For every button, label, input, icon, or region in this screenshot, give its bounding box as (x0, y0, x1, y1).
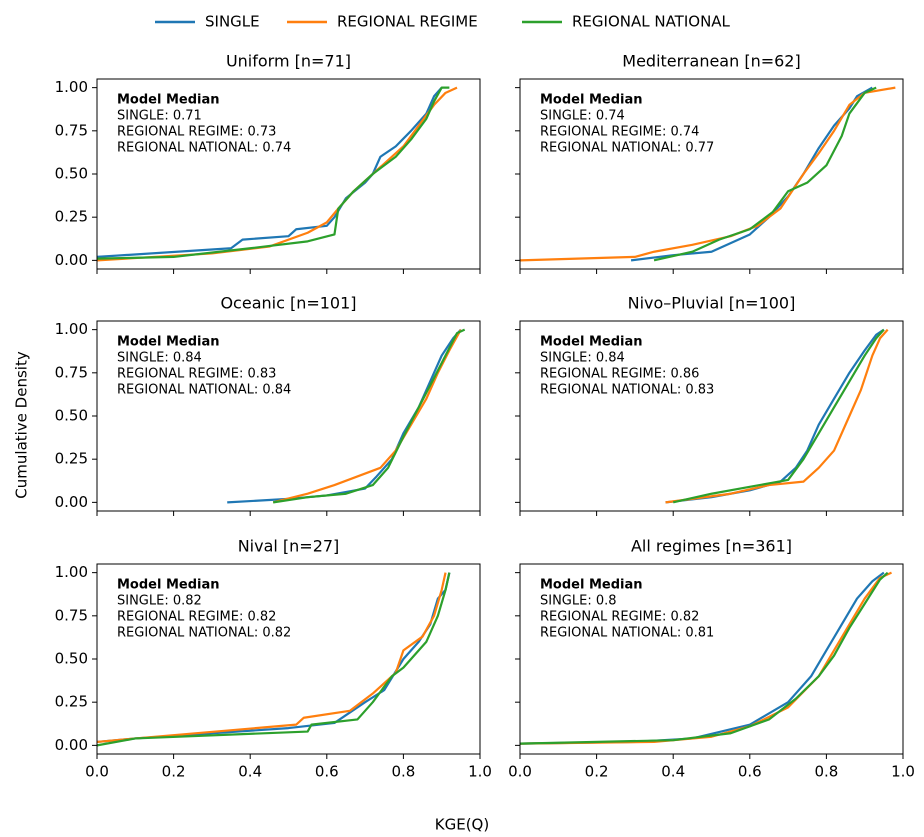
x-tick-label: 1.0 (468, 763, 492, 781)
y-tick-label: 0.25 (55, 693, 88, 711)
cdf-line (227, 328, 462, 504)
x-tick-label: 0.0 (85, 763, 109, 781)
x-tick-label: 0.4 (661, 763, 685, 781)
panel-title: All regimes [n=361] (631, 537, 792, 556)
cdf-line (96, 572, 447, 744)
annotation-line: REGIONAL REGIME: 0.74 (540, 125, 699, 140)
annotation-line: REGIONAL NATIONAL: 0.81 (540, 626, 714, 641)
y-tick-label: 0.00 (55, 736, 88, 754)
annotation-line: REGIONAL REGIME: 0.82 (540, 610, 699, 625)
cdf-line (672, 328, 885, 504)
annotation-title: Model Median (117, 93, 220, 108)
annotation-title: Model Median (540, 93, 643, 108)
annotation-line: REGIONAL NATIONAL: 0.74 (117, 141, 291, 156)
annotation-line: SINGLE: 0.84 (540, 351, 625, 366)
legend-label: REGIONAL REGIME (337, 13, 478, 31)
annotation-title: Model Median (540, 335, 643, 350)
cdf-line (653, 86, 877, 262)
x-tick-label: 0.6 (315, 763, 339, 781)
annotation-line: REGIONAL NATIONAL: 0.77 (540, 141, 714, 156)
axes-frame (96, 78, 481, 270)
annotation-line: SINGLE: 0.71 (117, 109, 202, 124)
panel-title: Nival [n=27] (238, 537, 340, 556)
annotation-line: SINGLE: 0.74 (540, 109, 625, 124)
cdf-line (630, 86, 873, 262)
annotation-line: SINGLE: 0.82 (117, 594, 202, 609)
y-axis-label: Cumulative Density (13, 351, 31, 499)
legend-label: REGIONAL NATIONAL (572, 13, 731, 31)
x-tick-label: 0.0 (508, 763, 532, 781)
annotation-line: SINGLE: 0.84 (117, 351, 202, 366)
panel-title: Nivo–Pluvial [n=100] (628, 294, 796, 313)
y-tick-label: 0.75 (55, 363, 88, 381)
y-tick-label: 0.50 (55, 407, 88, 425)
x-tick-label: 0.4 (238, 763, 262, 781)
annotation-line: REGIONAL REGIME: 0.82 (117, 610, 276, 625)
cdf-line (519, 571, 889, 745)
cdf-line (273, 328, 466, 504)
panel-title: Mediterranean [n=62] (622, 52, 800, 71)
x-axis-label: KGE(Q) (435, 816, 489, 834)
y-tick-label: 0.75 (55, 121, 88, 139)
y-tick-label: 0.00 (55, 251, 88, 269)
y-tick-label: 0.25 (55, 450, 88, 468)
cdf-line (665, 328, 885, 504)
y-tick-label: 0.25 (55, 208, 88, 226)
axes-frame (519, 320, 904, 512)
x-tick-label: 0.2 (585, 763, 609, 781)
axes-frame (519, 563, 904, 755)
x-tick-label: 0.8 (391, 763, 415, 781)
y-tick-label: 0.75 (55, 606, 88, 624)
axes-frame (96, 563, 481, 755)
y-tick-label: 0.50 (55, 650, 88, 668)
y-tick-label: 1.00 (55, 320, 88, 338)
annotation-line: SINGLE: 0.8 (540, 594, 617, 609)
legend-label: SINGLE (205, 13, 260, 31)
panel-title: Uniform [n=71] (226, 52, 351, 71)
x-tick-label: 1.0 (891, 763, 915, 781)
annotation-line: REGIONAL REGIME: 0.86 (540, 367, 699, 382)
axes-frame (96, 320, 481, 512)
annotation-title: Model Median (540, 578, 643, 593)
cdf-line (272, 329, 462, 504)
cdf-line (96, 86, 450, 260)
x-tick-label: 0.2 (162, 763, 186, 781)
axes-frame (519, 78, 904, 270)
annotation-line: REGIONAL REGIME: 0.83 (117, 367, 276, 382)
y-tick-label: 1.00 (55, 78, 88, 96)
y-tick-label: 1.00 (55, 563, 88, 581)
x-tick-label: 0.8 (814, 763, 838, 781)
annotation-line: REGIONAL REGIME: 0.73 (117, 125, 276, 140)
y-tick-label: 0.00 (55, 493, 88, 511)
annotation-line: REGIONAL NATIONAL: 0.82 (117, 626, 291, 641)
annotation-title: Model Median (117, 578, 220, 593)
panel-title: Oceanic [n=101] (220, 294, 356, 313)
x-tick-label: 0.6 (738, 763, 762, 781)
cdf-line (665, 328, 889, 504)
y-tick-label: 0.50 (55, 165, 88, 183)
annotation-line: REGIONAL NATIONAL: 0.83 (540, 383, 714, 398)
cdf-line (519, 86, 896, 262)
cdf-line (96, 572, 451, 747)
annotation-line: REGIONAL NATIONAL: 0.84 (117, 383, 291, 398)
annotation-title: Model Median (117, 335, 220, 350)
